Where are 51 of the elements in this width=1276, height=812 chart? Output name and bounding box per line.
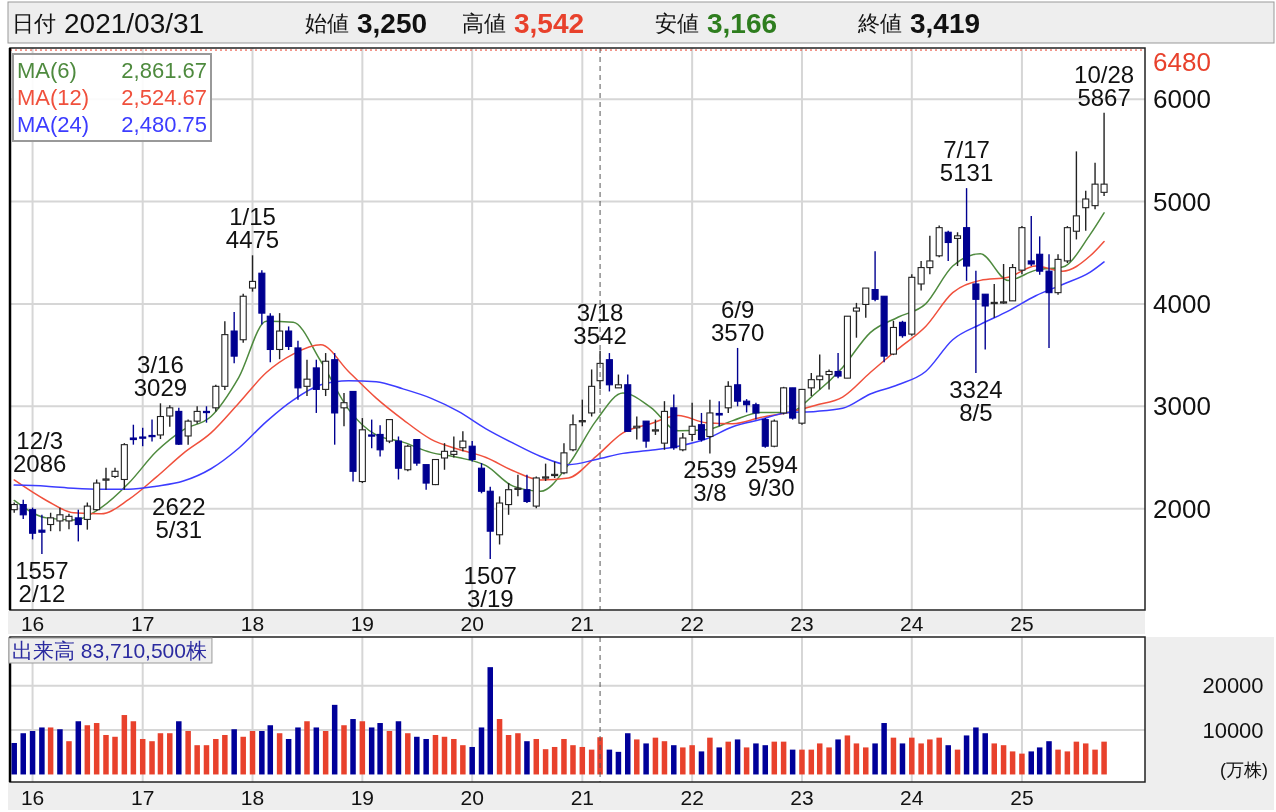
text: 安値 3,166: [655, 7, 778, 39]
y-tick-label: 5000: [1153, 186, 1211, 217]
text: 高値 3,542: [462, 7, 585, 39]
x-tick-label: 24: [900, 612, 924, 635]
y-tick-label: 3000: [1153, 391, 1211, 422]
x-tick-label: 17: [131, 612, 155, 635]
x-tick-label: 18: [240, 785, 265, 809]
x-tick-label: 16: [20, 612, 45, 635]
x-tick-label: 19: [350, 785, 375, 809]
annotation: 6/9 3570: [710, 295, 765, 346]
y-tick-label: 10000: [1202, 717, 1264, 743]
annotation: 7/17 5131: [939, 136, 994, 187]
ref-line-label: 6480: [1153, 47, 1211, 78]
x-tick-label: 25: [1010, 612, 1034, 635]
annotation: 1/15 4475: [225, 203, 280, 254]
x-tick-label: 21: [570, 785, 594, 809]
x-tick-label: 19: [350, 612, 375, 635]
text: 終値 3,419: [857, 7, 981, 39]
annotation: 12/3 2086: [13, 426, 67, 477]
text: MA(24) 2,480.75: [17, 112, 207, 137]
annotation: 2594 9/30: [744, 450, 798, 501]
x-tick-label: 16: [20, 785, 45, 809]
x-tick-label: 18: [240, 612, 265, 635]
x-tick-label: 22: [680, 612, 704, 635]
x-tick-label: 23: [790, 612, 814, 635]
x-tick-label: 22: [680, 785, 704, 809]
y-tick-label: 2000: [1153, 493, 1211, 524]
y-axis-title: (万株): [1220, 760, 1268, 780]
annotation: 2539 3/8: [683, 456, 737, 507]
annotation: 3324 8/5: [949, 376, 1003, 427]
text: MA(6) 2,861.67: [17, 58, 207, 83]
x-tick-label: 21: [570, 612, 594, 635]
y-tick-label: 6000: [1153, 84, 1211, 115]
text: 日付 2021/03/31: [12, 7, 205, 39]
x-tick-label: 17: [131, 785, 155, 809]
annotation: 2622 5/31: [152, 492, 206, 543]
annotation: 3/18 3542: [573, 298, 627, 349]
y-tick-label: 20000: [1202, 673, 1264, 699]
x-tick-label: 20: [460, 612, 484, 635]
annotation: 1507 3/19: [463, 562, 517, 613]
x-tick-label: 20: [460, 785, 484, 809]
x-tick-label: 24: [900, 785, 924, 809]
x-tick-label: 23: [790, 785, 814, 809]
x-tick-label: 25: [1010, 785, 1034, 809]
annotation: 3/16 3029: [133, 351, 188, 402]
text: 始値 3,250: [305, 7, 428, 39]
y-tick-label: 4000: [1153, 288, 1211, 319]
annotation: 10/28 5867: [1074, 60, 1135, 111]
annotation: 1557 2/12: [15, 557, 69, 607]
chart-title: 出来高 83,710,500株: [12, 638, 207, 662]
text: MA(12) 2,524.67: [17, 85, 207, 110]
